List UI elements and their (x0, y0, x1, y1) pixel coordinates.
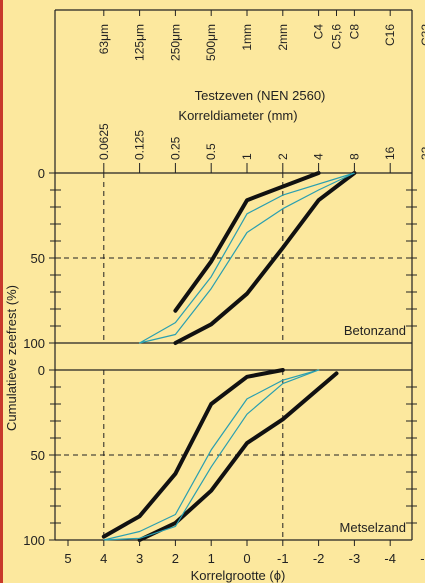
sieve-tick-label: C8 (347, 24, 361, 40)
series-envelope-fine (173, 171, 321, 313)
bottom-axis-tick-label: 0 (243, 551, 250, 566)
panel-title: Betonzand (344, 323, 406, 338)
series-inner-coarse (103, 369, 320, 541)
series-envelope-coarse (173, 171, 357, 345)
bottom-axis-label: Korrelgrootte (ϕ) (191, 568, 286, 583)
top-axis-tick-label: 8 (347, 153, 361, 160)
bottom-axis-tick-label: -4 (384, 551, 396, 566)
sieve-tick-label: 2mm (276, 24, 290, 51)
top-axis-tick-label: 0.125 (133, 130, 147, 160)
top-axis-tick-label: 4 (312, 153, 326, 160)
top-axis-tick-label: 2 (276, 153, 290, 160)
y-tick-label: 0 (38, 363, 45, 378)
sieve-tick-label: 500μm (204, 24, 218, 61)
top-axis-tick-label: 16 (383, 146, 397, 160)
bottom-axis-tick-label: 1 (208, 551, 215, 566)
bottom-axis-tick-label: 5 (64, 551, 71, 566)
top-axis-tick-label: 32 (419, 146, 425, 160)
top-axis-label: Korreldiameter (mm) (178, 108, 297, 123)
sieve-tick-label: C32 (419, 24, 425, 46)
sieve-tick-label: C16 (383, 24, 397, 46)
series-inner-fine (139, 172, 355, 344)
sieve-tick-label: 125μm (133, 24, 147, 61)
y-axis-label: Cumulatieve zeefrest (%) (4, 285, 19, 431)
top-axis-tick-label: 0.5 (204, 143, 218, 160)
bottom-axis-tick-label: -2 (313, 551, 325, 566)
y-tick-label: 100 (23, 336, 45, 351)
panel-title: Metselzand (340, 520, 406, 535)
y-tick-label: 50 (31, 251, 45, 266)
bottom-axis-tick-label: -1 (277, 551, 289, 566)
series-inner-fine (103, 369, 320, 541)
sieve-tick-label: 250μm (168, 24, 182, 61)
sieve-axis-label: Testzeven (NEN 2560) (195, 88, 326, 103)
bottom-axis-tick-label: -3 (349, 551, 361, 566)
bottom-axis-tick-label: 4 (100, 551, 107, 566)
series-inner-coarse (139, 172, 355, 344)
bottom-axis-tick-label: 3 (136, 551, 143, 566)
bottom-axis-tick-label: -5 (420, 551, 425, 566)
sieve-tick-label: C4 (312, 24, 326, 40)
accent-bar (0, 0, 3, 583)
sieve-tick-label: 1mm (240, 24, 254, 51)
y-tick-label: 50 (31, 448, 45, 463)
bottom-axis-tick-label: 2 (172, 551, 179, 566)
top-axis-tick-label: 0.25 (168, 136, 182, 160)
top-axis-tick-label: 1 (240, 153, 254, 160)
series-envelope-coarse (137, 371, 339, 542)
series-envelope-fine (101, 368, 285, 539)
y-tick-label: 100 (23, 533, 45, 548)
sieve-tick-label: 63μm (97, 24, 111, 54)
top-axis-tick-label: 0.0625 (97, 123, 111, 160)
y-tick-label: 0 (38, 166, 45, 181)
sieve-tick-label: C5,6 (330, 24, 344, 50)
